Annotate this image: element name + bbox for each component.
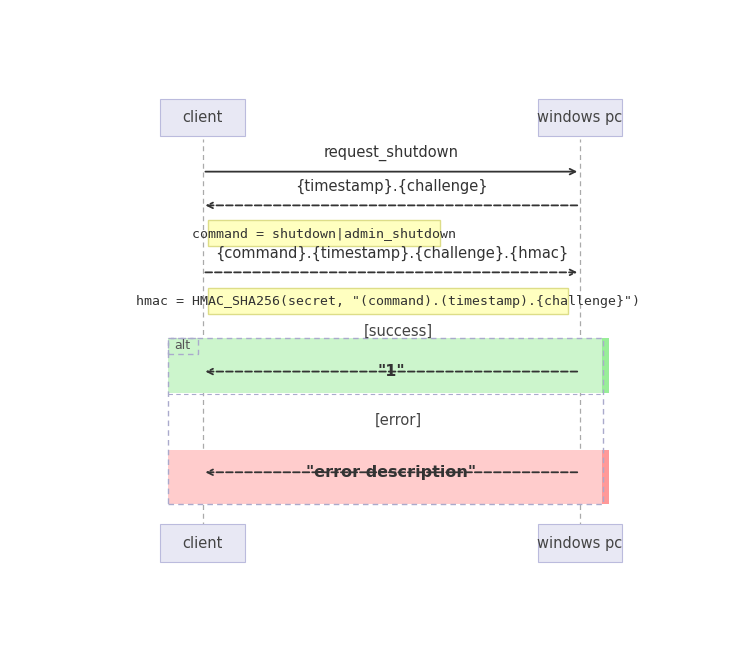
Text: client: client <box>183 110 223 125</box>
Bar <box>168 338 603 504</box>
Text: {command}.{timestamp}.{challenge}.{hmac}: {command}.{timestamp}.{challenge}.{hmac} <box>214 246 568 262</box>
Bar <box>208 288 569 314</box>
Text: hmac = HMAC_SHA256(secret, "(command).(timestamp).{challenge}"): hmac = HMAC_SHA256(secret, "(command).(t… <box>137 294 640 307</box>
Text: request_shutdown: request_shutdown <box>324 145 459 161</box>
Text: windows pc: windows pc <box>538 536 623 551</box>
Text: "error description": "error description" <box>307 465 476 480</box>
Text: client: client <box>183 536 223 551</box>
Bar <box>602 449 609 504</box>
Text: windows pc: windows pc <box>538 110 623 125</box>
Text: "1": "1" <box>378 364 405 379</box>
Bar <box>168 338 603 393</box>
Bar <box>168 449 603 504</box>
Text: alt: alt <box>174 339 191 353</box>
Text: {timestamp}.{challenge}: {timestamp}.{challenge} <box>295 179 488 194</box>
Text: [success]: [success] <box>364 324 433 339</box>
Text: [error]: [error] <box>375 413 422 428</box>
Bar <box>208 220 439 246</box>
Bar <box>168 338 198 354</box>
Bar <box>538 524 622 562</box>
Bar <box>538 99 622 137</box>
Bar <box>160 99 245 137</box>
Text: command = shutdown|admin_shutdown: command = shutdown|admin_shutdown <box>192 226 456 239</box>
Bar <box>160 524 245 562</box>
Bar <box>602 338 609 393</box>
